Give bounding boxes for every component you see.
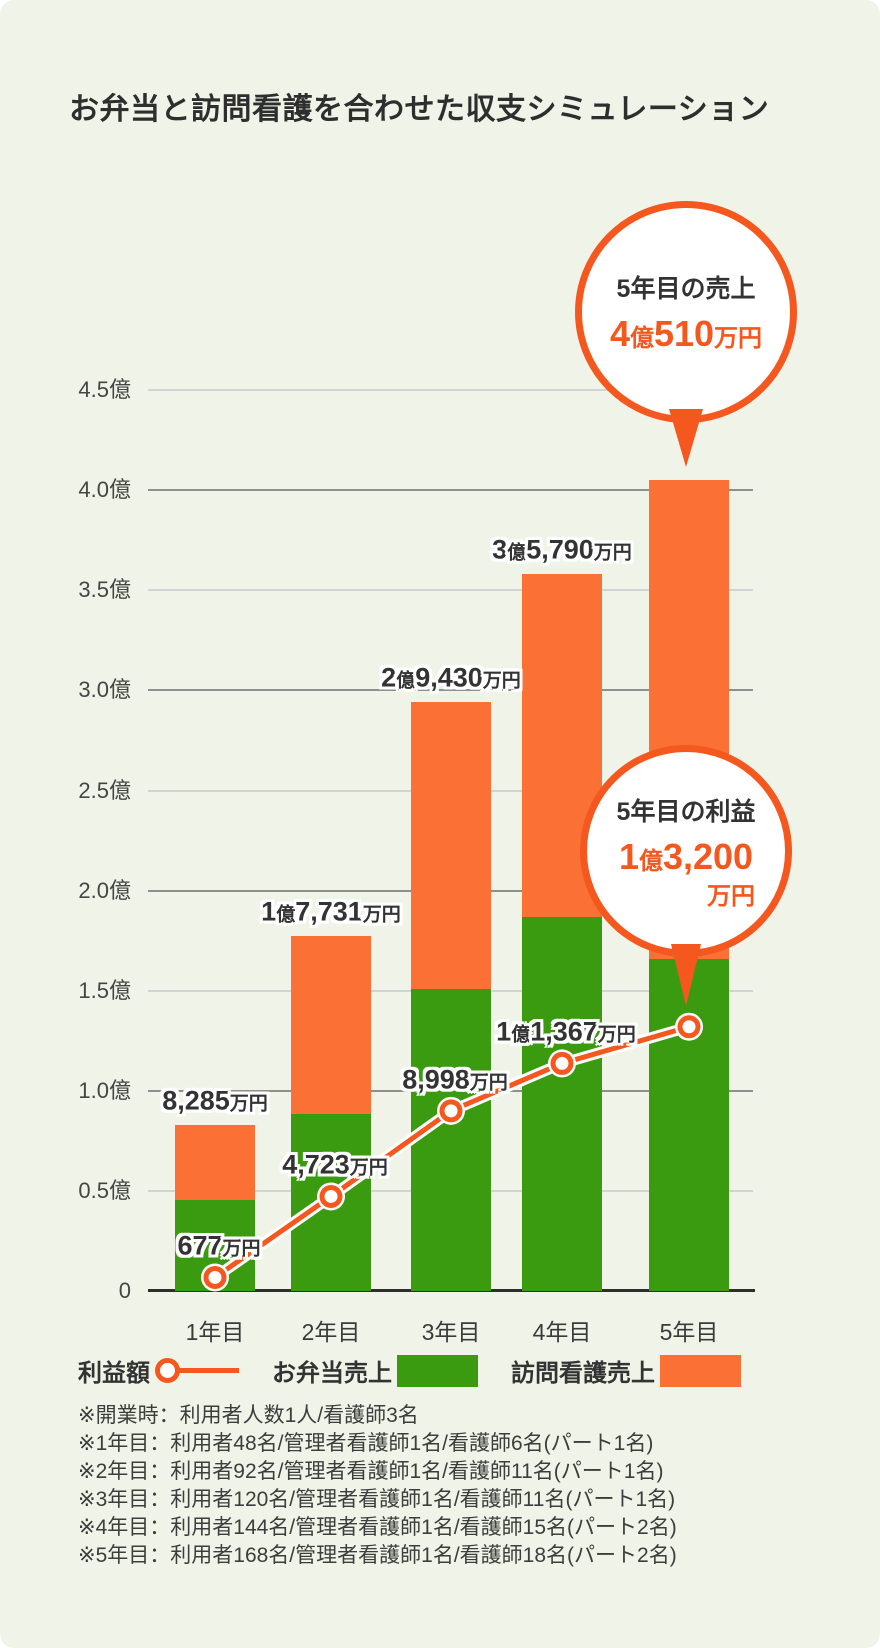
- callout-sales-year5: 5年目の売上 4億510万円: [575, 201, 797, 467]
- x-axis-label-2年目: 2年目: [301, 1319, 361, 1345]
- callout-sales-pointer-icon: [669, 409, 703, 467]
- bar-total-label-2年目: 1億7,731万円: [261, 896, 401, 927]
- legend-item-bento: お弁当売上: [272, 1353, 478, 1388]
- y-tick-label: 4.0億: [78, 477, 131, 503]
- footnote-line: ※1年目：利用者48名/管理者看護師1名/看護師6名(パート1名): [78, 1432, 654, 1455]
- bar-bento-4年目: [522, 916, 602, 1291]
- profit-point-label-2年目: 4,723万円: [282, 1149, 388, 1180]
- callout-profit-value-unit: 万円: [707, 882, 755, 910]
- bar-bento-3年目: [411, 988, 491, 1291]
- y-tick-label: 3.0億: [78, 677, 131, 703]
- x-axis-label-3年目: 3年目: [421, 1319, 481, 1345]
- bar-total-label-1年目: 8,285万円: [162, 1085, 268, 1116]
- legend-item-nursing: 訪問看護売上: [511, 1353, 741, 1388]
- y-tick-label: 1.0億: [78, 1077, 131, 1103]
- y-tick-label: 0.5億: [78, 1177, 131, 1203]
- callout-profit-label: 5年目の利益: [616, 797, 756, 826]
- bar-nursing-2年目: [291, 936, 371, 1114]
- line-dot-icon: [155, 1358, 180, 1383]
- y-tick-label: 4.5億: [78, 377, 131, 403]
- nursing-swatch-icon: [660, 1354, 741, 1387]
- footnote-line: ※開業時：利用者人数1人/看護師3名: [78, 1404, 419, 1427]
- gridline-4.0億: [148, 489, 753, 492]
- callout-profit-year5: 5年目の利益 1億3,200 万円: [580, 745, 792, 1006]
- bar-total-label-4年目: 3億5,790万円: [492, 534, 632, 565]
- x-axis-label-1年目: 1年目: [185, 1319, 245, 1345]
- line-stroke-icon: [179, 1368, 239, 1373]
- footnote-line: ※5年目：利用者168名/管理者看護師1名/看護師18名(パート2名): [78, 1544, 677, 1567]
- bento-swatch-icon: [397, 1354, 478, 1387]
- profit-point-label-1年目: 677万円: [177, 1230, 261, 1261]
- chart-legend: 利益額 お弁当売上 訪問看護売上: [78, 1353, 741, 1388]
- bar-nursing-1年目: [175, 1125, 255, 1200]
- footnotes: ※開業時：利用者人数1人/看護師3名 ※1年目：利用者48名/管理者看護師1名/看…: [78, 1402, 677, 1570]
- callout-sales-value: 4億510万円: [609, 313, 763, 354]
- profit-point-label-4年目: 1億1,367万円: [496, 1016, 636, 1047]
- y-tick-label: 1.5億: [78, 977, 131, 1003]
- callout-sales-label: 5年目の売上: [616, 275, 756, 303]
- callout-profit-value: 1億3,200: [618, 835, 754, 877]
- y-tick-label: 2.5億: [78, 777, 131, 803]
- bar-bento-5年目: [649, 958, 729, 1291]
- gridline-4.5億: [148, 389, 753, 392]
- y-tick-label: 2.0億: [78, 877, 131, 903]
- footnote-line: ※4年目：利用者144名/管理者看護師1名/看護師15名(パート2名): [78, 1516, 677, 1539]
- gridline-3.0億: [148, 689, 753, 692]
- footnote-line: ※3年目：利用者120名/管理者看護師1名/看護師11名(パート1名): [78, 1488, 676, 1511]
- x-axis-label-5年目: 5年目: [659, 1319, 719, 1345]
- profit-point-label-3年目: 8,998万円: [402, 1064, 508, 1095]
- footnote-line: ※2年目：利用者92名/管理者看護師1名/看護師11名(パート1名): [78, 1460, 664, 1483]
- chart-title: お弁当と訪問看護を合わせた収支シミュレーション: [69, 93, 770, 126]
- legend-label-bento: お弁当売上: [272, 1360, 392, 1387]
- y-tick-label: 3.5億: [78, 577, 131, 603]
- gridline-3.5億: [148, 589, 753, 592]
- bar-bento-2年目: [291, 1113, 371, 1291]
- bar-total-label-3年目: 2億9,430万円: [381, 662, 521, 693]
- callout-profit-pointer-icon: [671, 944, 701, 1006]
- bar-nursing-3年目: [411, 701, 491, 989]
- y-tick-label: 0: [118, 1278, 131, 1303]
- x-axis-label-4年目: 4年目: [532, 1319, 592, 1345]
- legend-label-nursing: 訪問看護売上: [511, 1360, 655, 1387]
- profit-line-marker-icon: [155, 1358, 239, 1383]
- legend-label-profit: 利益額: [78, 1360, 150, 1387]
- legend-item-profit: 利益額: [78, 1353, 239, 1388]
